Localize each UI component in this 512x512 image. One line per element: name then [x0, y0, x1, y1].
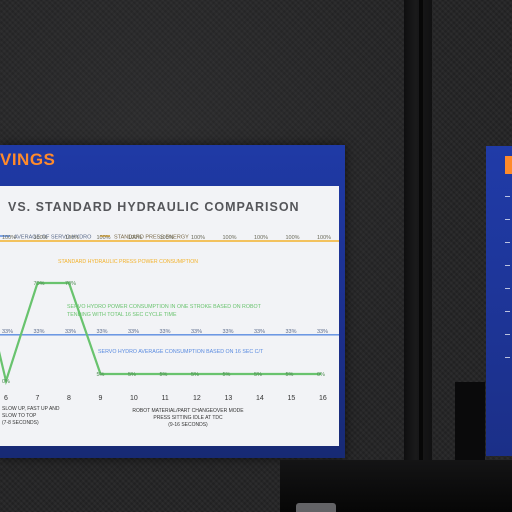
phase-label-right: PRESS SITTING IDLE AT TDC — [153, 415, 223, 421]
power-point-label: 5% — [286, 372, 294, 378]
servo-point-label: 33% — [223, 329, 234, 335]
power-point-label: 5% — [191, 372, 199, 378]
right-display-screen — [486, 146, 512, 456]
standard-point-label: 100% — [97, 235, 111, 241]
phase-label-left: SLOW TO TOP — [2, 413, 37, 419]
power-annotation-line-2: TENDING WITH TOTAL 16 SEC CYCLE TIME — [67, 312, 177, 318]
support-pole-edge — [419, 0, 423, 512]
x-tick-label: 16 — [319, 395, 327, 402]
legend-standard-label: STANDARD PRESS ENERGY — [114, 235, 189, 241]
phase-label-left: (7-8 SECONDS) — [2, 420, 39, 426]
power-point-label: 5% — [254, 372, 262, 378]
standard-annotation: STANDARD HYDRAULIC PRESS POWER CONSUMPTI… — [58, 259, 198, 265]
x-tick-label: 12 — [193, 395, 201, 402]
standard-point-label: 100% — [160, 235, 174, 241]
servo-point-label: 33% — [34, 329, 45, 335]
text-line — [505, 357, 510, 358]
servo-point-label: 33% — [191, 329, 202, 335]
power-series-line — [0, 281, 321, 386]
servo-point-label: 33% — [2, 329, 13, 335]
power-point-label: 5% — [128, 372, 136, 378]
servo-point-label: 33% — [65, 329, 76, 335]
phase-label-right: (9-16 SECONDS) — [168, 422, 208, 428]
right-screen-text-lines — [505, 196, 512, 446]
standard-point-label: 100% — [34, 235, 48, 241]
equipment-highlight — [296, 503, 336, 512]
x-tick-label: 13 — [225, 395, 233, 402]
text-line — [505, 219, 510, 220]
standard-point-label: 100% — [191, 235, 205, 241]
standard-point-label: 100% — [223, 235, 237, 241]
power-point-label: 0% — [2, 379, 10, 385]
x-tick-label: 11 — [162, 395, 169, 402]
monitor-stand — [455, 382, 485, 472]
phase-label-left: SLOW UP, FAST UP AND — [2, 406, 60, 412]
standard-point-label: 100% — [286, 235, 300, 241]
x-tick-label: 8 — [67, 395, 71, 402]
legend: AVERAGE OF SERVO HYDRO STANDARD PRESS EN… — [0, 235, 189, 241]
support-pole — [404, 0, 432, 512]
x-tick-label: 9 — [99, 395, 103, 402]
power-point-label: 0% — [317, 372, 325, 378]
servo-point-label: 33% — [160, 329, 171, 335]
power-annotation-line-1: SERVO HYDRO POWER CONSUMPTION IN ONE STR… — [67, 304, 262, 310]
text-line — [505, 242, 510, 243]
screen-title: VINGS — [0, 150, 56, 169]
chart-layer: 100% 100% 100% 100% 100% 100% 100% 100% 100% 100%… — [0, 235, 339, 428]
x-tick-label: 10 — [130, 395, 138, 402]
right-screen-title-fragment — [505, 156, 512, 174]
energy-comparison-chart: AVERAGE OF SERVO HYDRO STANDARD PRESS EN… — [0, 235, 339, 428]
servo-point-label: 33% — [317, 329, 328, 335]
legend-servo-label: AVERAGE OF SERVO HYDRO — [14, 235, 92, 241]
power-point-label: 5% — [223, 372, 231, 378]
x-tick-label: 15 — [288, 395, 296, 402]
text-line — [505, 288, 510, 289]
standard-point-label: 100% — [65, 235, 79, 241]
power-point-label: 5% — [160, 372, 168, 378]
text-line — [505, 196, 510, 197]
chart-slide — [0, 186, 339, 446]
text-line — [505, 311, 510, 312]
standard-point-label: 100% — [254, 235, 268, 241]
servo-point-label: 33% — [286, 329, 297, 335]
power-point-label: 5% — [97, 372, 105, 378]
text-line — [505, 265, 510, 266]
slide-title: VS. STANDARD HYDRAULIC COMPARISON — [8, 200, 300, 214]
standard-point-label: 100% — [2, 235, 16, 241]
x-tick-label: 7 — [36, 395, 40, 402]
servo-point-label: 33% — [128, 329, 139, 335]
standard-point-label: 100% — [317, 235, 331, 241]
standard-point-label: 100% — [128, 235, 142, 241]
servo-point-label: 33% — [97, 329, 108, 335]
x-tick-label: 6 — [4, 395, 8, 402]
servo-annotation: SERVO HYDRO AVERAGE CONSUMPTION BASED ON… — [98, 349, 264, 355]
power-point-label: 70% — [34, 281, 45, 287]
x-tick-label: 14 — [256, 395, 264, 402]
phase-label-right: ROBOT MATERIAL/PART CHANGEOVER MODE — [132, 408, 244, 414]
power-point-label: 70% — [65, 281, 76, 287]
text-line — [505, 334, 510, 335]
servo-point-label: 33% — [254, 329, 265, 335]
